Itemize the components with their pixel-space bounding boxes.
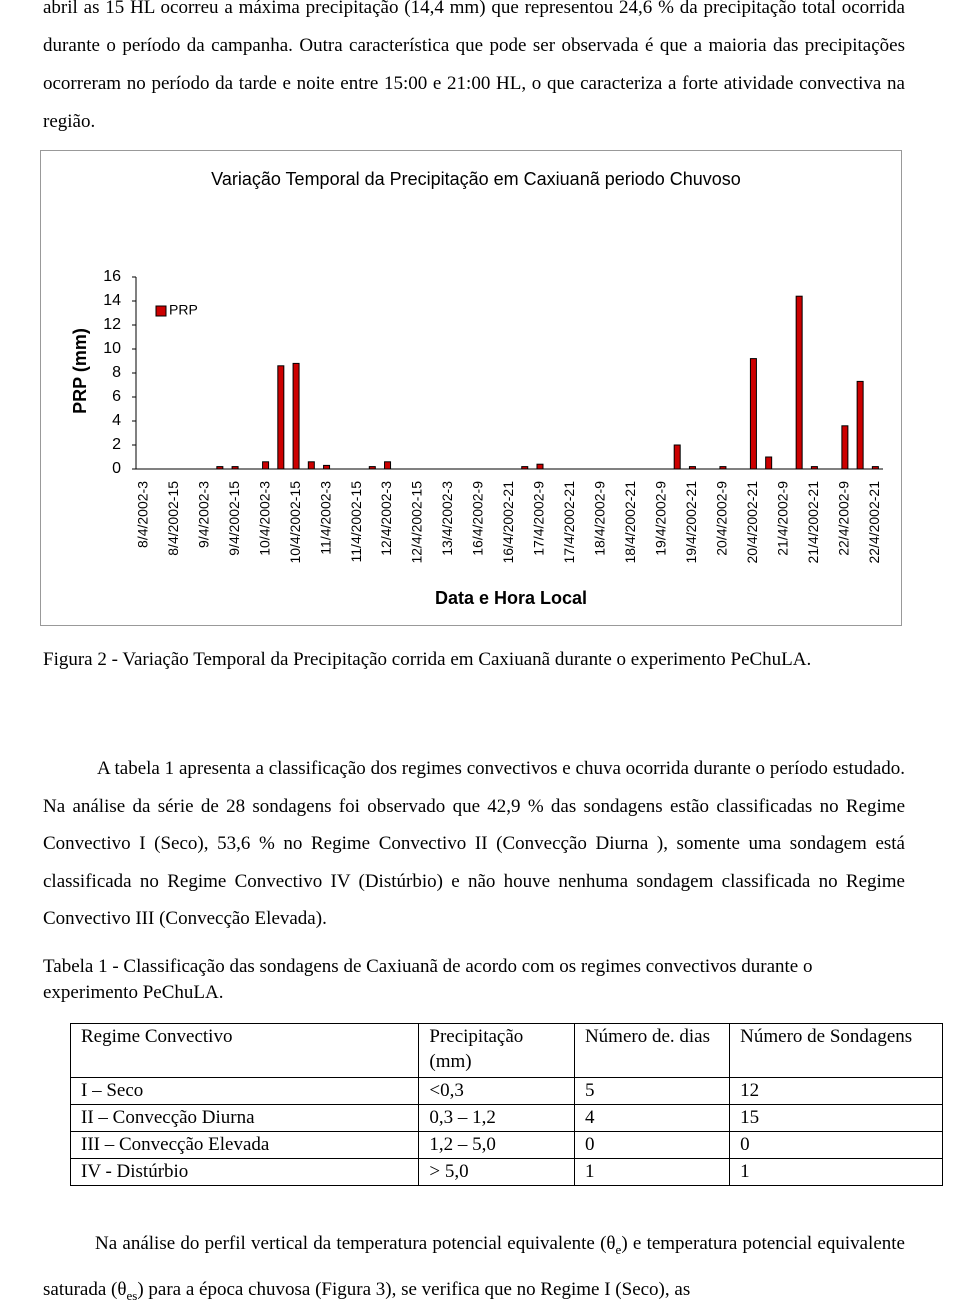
paragraph: Na análise do perfil vertical da tempera… — [43, 1224, 905, 1316]
x-tick-label: 12/4/2002-3 — [378, 481, 394, 556]
bar — [292, 362, 300, 470]
legend-swatch — [155, 305, 167, 317]
x-tick-label: 16/4/2002-21 — [500, 481, 516, 564]
bar — [277, 365, 285, 470]
legend-label: PRP — [169, 302, 198, 318]
x-tick-label: 21/4/2002-9 — [775, 481, 791, 556]
bar — [323, 464, 331, 470]
x-tick-label: 10/4/2002-15 — [287, 481, 303, 564]
text-run: ) para a época chuvosa (Figura 3), se ve… — [137, 1278, 691, 1300]
text-run: Na análise do perfil vertical da tempera… — [95, 1233, 616, 1254]
x-tick-label: 18/4/2002-21 — [622, 481, 638, 564]
chart-frame: Variação Temporal da Precipitação em Cax… — [40, 150, 902, 626]
y-tick-label: 14 — [103, 292, 121, 309]
table-cell: 4 — [573, 1104, 731, 1132]
y-tick-label: 12 — [103, 316, 121, 333]
bar — [262, 461, 270, 470]
bar — [871, 466, 879, 470]
table-row: I – Seco <0,3 5 12 — [69, 1077, 943, 1105]
x-tick-label: 16/4/2002-9 — [470, 481, 486, 556]
bar — [216, 466, 224, 470]
y-tick-label: 16 — [103, 268, 121, 285]
bar — [231, 466, 239, 470]
x-tick-label: 19/4/2002-21 — [683, 481, 699, 564]
bar — [688, 466, 696, 470]
x-tick-label: 19/4/2002-9 — [653, 481, 669, 556]
x-tick-label: 20/4/2002-21 — [744, 481, 760, 564]
table-cell: III – Convecção Elevada — [69, 1131, 420, 1159]
subscript: es — [126, 1287, 138, 1303]
x-axis-title: Data e Hora Local — [435, 588, 587, 608]
figure-caption: Figura 2 - Variação Temporal da Precipit… — [43, 649, 812, 670]
bar — [536, 463, 544, 470]
x-tick-label: 11/4/2002-15 — [348, 481, 364, 563]
table-cell: 0 — [729, 1131, 943, 1159]
x-tick-label: 10/4/2002-3 — [256, 481, 272, 556]
table-cell: Precipitação (mm) — [418, 1023, 575, 1078]
table-cell: 15 — [729, 1104, 943, 1132]
bar — [368, 466, 376, 470]
table-cell: Regime Convectivo — [69, 1023, 420, 1078]
bar — [749, 358, 757, 470]
bar — [765, 456, 773, 470]
x-tick-label: 18/4/2002-9 — [592, 481, 608, 556]
bar — [673, 444, 681, 470]
table-cell: 12 — [729, 1077, 943, 1105]
y-tick-label: 0 — [112, 460, 121, 477]
y-tick-label: 2 — [112, 436, 121, 453]
bar — [384, 461, 392, 470]
table-cell: <0,3 — [418, 1077, 575, 1105]
bar — [856, 380, 864, 470]
y-tick-label: 8 — [112, 364, 121, 381]
table-row: IV - Distúrbio > 5,0 1 1 — [69, 1158, 943, 1186]
x-tick-label: 22/4/2002-21 — [866, 481, 882, 564]
paragraph: A tabela 1 apresenta a classificação dos… — [43, 758, 905, 929]
table-cell: Número de Sondagens — [729, 1023, 943, 1078]
y-tick-label: 10 — [103, 340, 121, 357]
table-cell: 5 — [573, 1077, 731, 1105]
table-row: II – Convecção Diurna 0,3 – 1,2 4 15 — [69, 1104, 943, 1132]
bar — [795, 295, 803, 470]
y-tick-label: 6 — [112, 388, 121, 405]
table-cell: 0,3 – 1,2 — [418, 1104, 575, 1132]
table-cell: Número de. dias — [573, 1023, 731, 1078]
y-tick-label: 4 — [112, 412, 121, 429]
chart-title: Variação Temporal da Precipitação em Cax… — [211, 169, 741, 189]
table-caption: Tabela 1 - Classificação das sondagens d… — [43, 956, 813, 1003]
x-tick-label: 8/4/2002-3 — [134, 481, 150, 548]
x-tick-label: 8/4/2002-15 — [165, 481, 181, 556]
x-tick-label: 9/4/2002-3 — [195, 481, 211, 548]
paragraph: abril as 15 HL ocorreu a máxima precipit… — [43, 0, 905, 132]
bar — [307, 461, 315, 470]
x-tick-label: 11/4/2002-3 — [317, 481, 333, 555]
x-tick-label: 20/4/2002-9 — [714, 481, 730, 556]
text-run: ) e temperatura potencial equivalente sa… — [43, 1233, 905, 1300]
x-tick-label: 12/4/2002-15 — [409, 481, 425, 564]
table-row: III – Convecção Elevada 1,2 – 5,0 0 0 — [69, 1131, 943, 1159]
table-cell: 1 — [573, 1158, 731, 1186]
table-cell: 0 — [573, 1131, 731, 1159]
x-tick-label: 17/4/2002-9 — [531, 481, 547, 556]
bar — [521, 466, 529, 470]
x-tick-label: 9/4/2002-15 — [226, 481, 242, 556]
table-cell: II – Convecção Diurna — [69, 1104, 420, 1132]
bar — [719, 466, 727, 470]
table-cell: 1,2 – 5,0 — [418, 1131, 575, 1159]
bar — [810, 466, 818, 470]
table: Regime Convectivo Precipitação (mm) Número… — [69, 1023, 943, 1186]
table-cell: 1 — [729, 1158, 943, 1186]
table-cell: > 5,0 — [418, 1158, 575, 1186]
chart: Variação Temporal da Precipitação em Cax… — [70, 169, 883, 608]
table-row: Regime Convectivo Precipitação (mm) Número… — [69, 1023, 943, 1078]
x-tick-label: 21/4/2002-21 — [805, 481, 821, 564]
x-tick-label: 17/4/2002-21 — [561, 481, 577, 564]
y-axis-title: PRP (mm) — [70, 328, 90, 414]
bar — [841, 425, 849, 470]
subscript: e — [615, 1241, 622, 1257]
x-tick-label: 22/4/2002-9 — [836, 481, 852, 556]
table-cell: I – Seco — [69, 1077, 420, 1105]
x-tick-label: 13/4/2002-3 — [439, 481, 455, 556]
table-cell: IV - Distúrbio — [69, 1158, 420, 1186]
